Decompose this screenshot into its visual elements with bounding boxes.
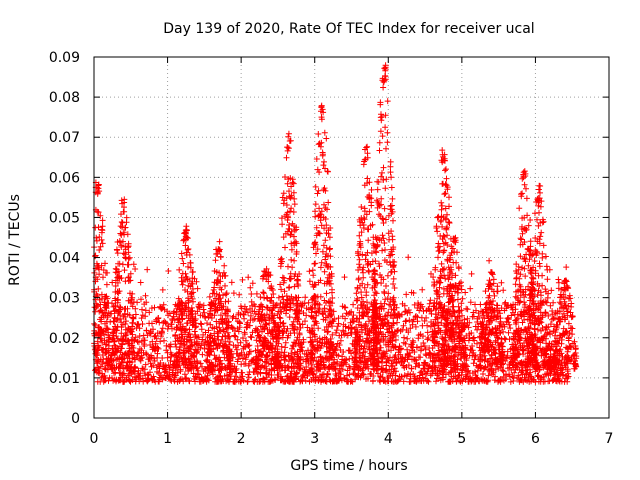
y-tick-label: 0.08 [49,90,80,106]
y-tick-label: 0.04 [49,251,80,267]
y-tick-label: 0.03 [49,291,80,307]
y-tick-label: 0.06 [49,170,80,186]
x-tick-label: 1 [163,431,172,447]
x-tick-label: 6 [531,431,540,447]
y-tick-labels: 0 0.01 0.02 0.03 0.04 0.05 0.06 0.07 0.08 0.09 [49,50,80,427]
grid-lines [94,57,609,418]
roti-data-markers [91,62,580,385]
x-tick-label: 5 [457,431,466,447]
y-tick-label: 0.02 [49,331,80,347]
x-tick-label: 2 [237,431,246,447]
y-tick-label: 0 [71,411,80,427]
y-tick-label: 0.05 [49,210,80,226]
y-axis-label: ROTI / TECUs [7,194,23,286]
y-tick-label: 0.09 [49,50,80,66]
data-points [91,62,580,385]
plot-frame [93,56,610,419]
chart-title: Day 139 of 2020, Rate Of TEC Index for r… [163,21,534,37]
axis-ticks [93,56,610,419]
x-tick-label: 4 [384,431,393,447]
x-tick-label: 7 [605,431,614,447]
x-tick-label: 0 [90,431,99,447]
x-axis-label: GPS time / hours [290,458,407,474]
x-tick-label: 3 [310,431,319,447]
y-tick-label: 0.01 [49,371,80,387]
x-tick-labels: 0 1 2 3 4 5 6 7 [90,431,614,447]
y-tick-label: 0.07 [49,130,80,146]
